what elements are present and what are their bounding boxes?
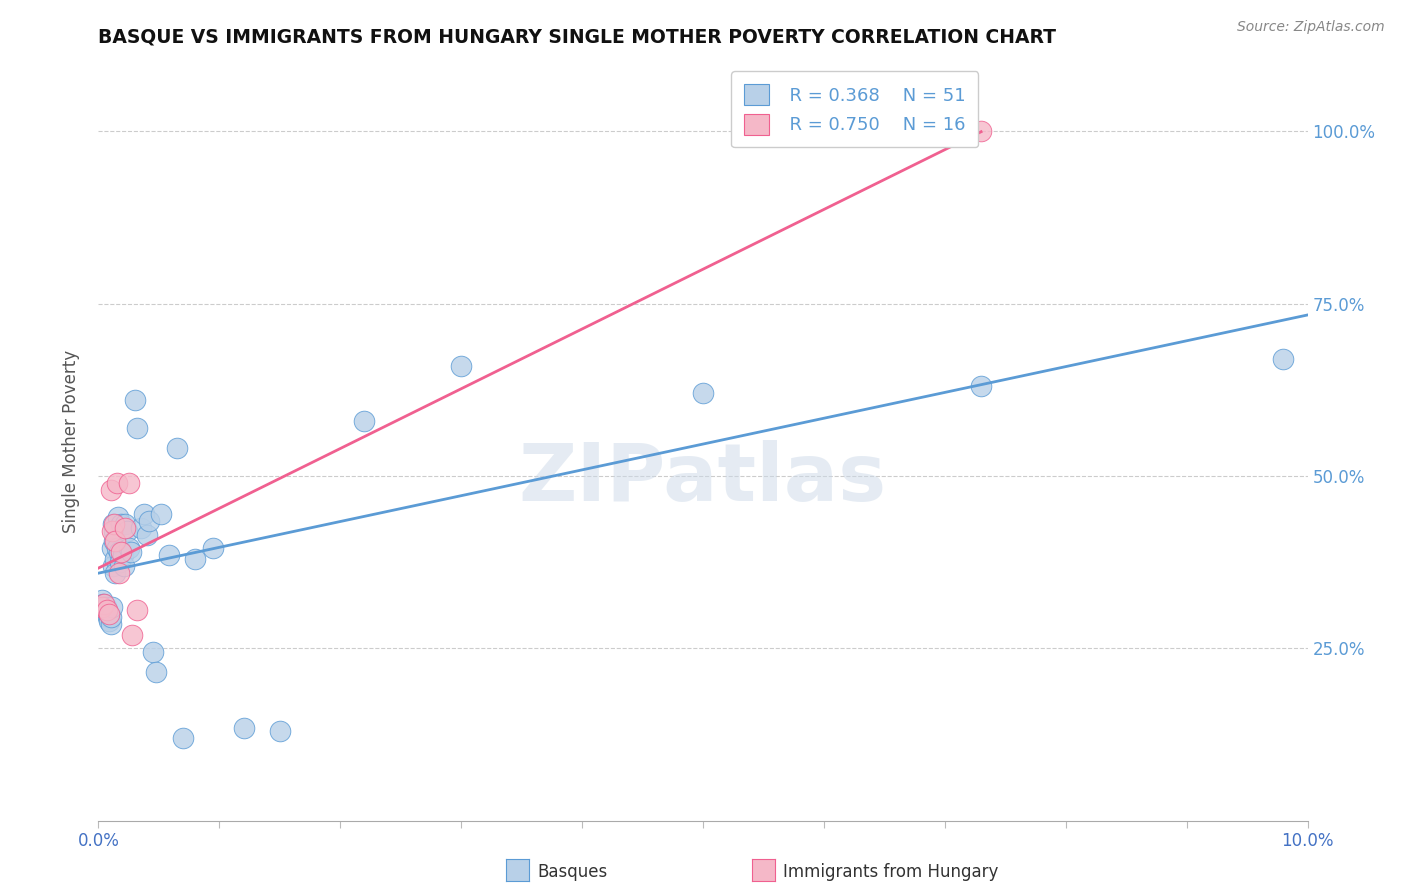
Point xyxy=(100,599,122,614)
Point xyxy=(142,645,165,659)
Point xyxy=(94,599,117,614)
Point xyxy=(100,617,122,632)
Point xyxy=(150,507,173,521)
Legend:   R = 0.368    N = 51,   R = 0.750    N = 16: R = 0.368 N = 51, R = 0.750 N = 16 xyxy=(731,71,979,147)
Point xyxy=(112,558,135,573)
Point xyxy=(101,558,124,573)
Y-axis label: Single Mother Poverty: Single Mother Poverty xyxy=(62,350,80,533)
Point xyxy=(114,517,136,532)
Point xyxy=(135,527,157,541)
Point xyxy=(103,524,125,538)
Point xyxy=(104,534,127,549)
Point xyxy=(127,603,149,617)
Point xyxy=(202,541,225,556)
Point xyxy=(970,124,993,138)
Point xyxy=(97,610,120,624)
Point xyxy=(353,414,375,428)
Point xyxy=(269,724,291,739)
Point xyxy=(120,545,142,559)
Point xyxy=(98,607,121,621)
Point xyxy=(692,386,714,401)
Point xyxy=(100,541,122,556)
Point xyxy=(145,665,167,680)
Point xyxy=(127,421,149,435)
Point xyxy=(98,610,121,624)
Point xyxy=(91,597,114,611)
Point xyxy=(104,566,127,580)
Point xyxy=(103,534,125,549)
Point xyxy=(104,551,127,566)
Point xyxy=(96,603,118,617)
Point xyxy=(134,507,156,521)
Point xyxy=(98,614,121,628)
Point xyxy=(107,510,129,524)
Text: Source: ZipAtlas.com: Source: ZipAtlas.com xyxy=(1237,20,1385,34)
Point xyxy=(450,359,472,373)
Text: Basques: Basques xyxy=(537,863,607,881)
Point xyxy=(121,627,143,641)
Point xyxy=(232,721,254,735)
Point xyxy=(166,442,188,456)
Point xyxy=(100,610,122,624)
Point xyxy=(100,524,122,538)
Point xyxy=(124,393,146,408)
Point xyxy=(117,524,139,538)
Point xyxy=(108,545,131,559)
Point xyxy=(105,475,128,490)
Point xyxy=(184,551,207,566)
Point xyxy=(91,599,114,614)
Point xyxy=(138,514,160,528)
Text: Immigrants from Hungary: Immigrants from Hungary xyxy=(783,863,998,881)
Point xyxy=(129,521,152,535)
Point xyxy=(93,597,115,611)
Text: ZIPatlas: ZIPatlas xyxy=(519,441,887,518)
Point xyxy=(118,541,141,556)
Point xyxy=(91,593,114,607)
Point xyxy=(103,517,125,532)
Text: BASQUE VS IMMIGRANTS FROM HUNGARY SINGLE MOTHER POVERTY CORRELATION CHART: BASQUE VS IMMIGRANTS FROM HUNGARY SINGLE… xyxy=(98,28,1056,47)
Point xyxy=(100,483,122,497)
Point xyxy=(110,517,132,532)
Point xyxy=(105,541,128,556)
Point xyxy=(93,599,115,614)
Point xyxy=(118,475,141,490)
Point xyxy=(172,731,194,745)
Point xyxy=(97,607,120,621)
Point xyxy=(1272,351,1295,366)
Point xyxy=(108,555,131,569)
Point xyxy=(157,548,180,563)
Point xyxy=(101,517,124,532)
Point xyxy=(110,545,132,559)
Point xyxy=(114,521,136,535)
Point xyxy=(96,603,118,617)
Point xyxy=(108,566,131,580)
Point xyxy=(111,548,134,563)
Point xyxy=(970,379,993,393)
